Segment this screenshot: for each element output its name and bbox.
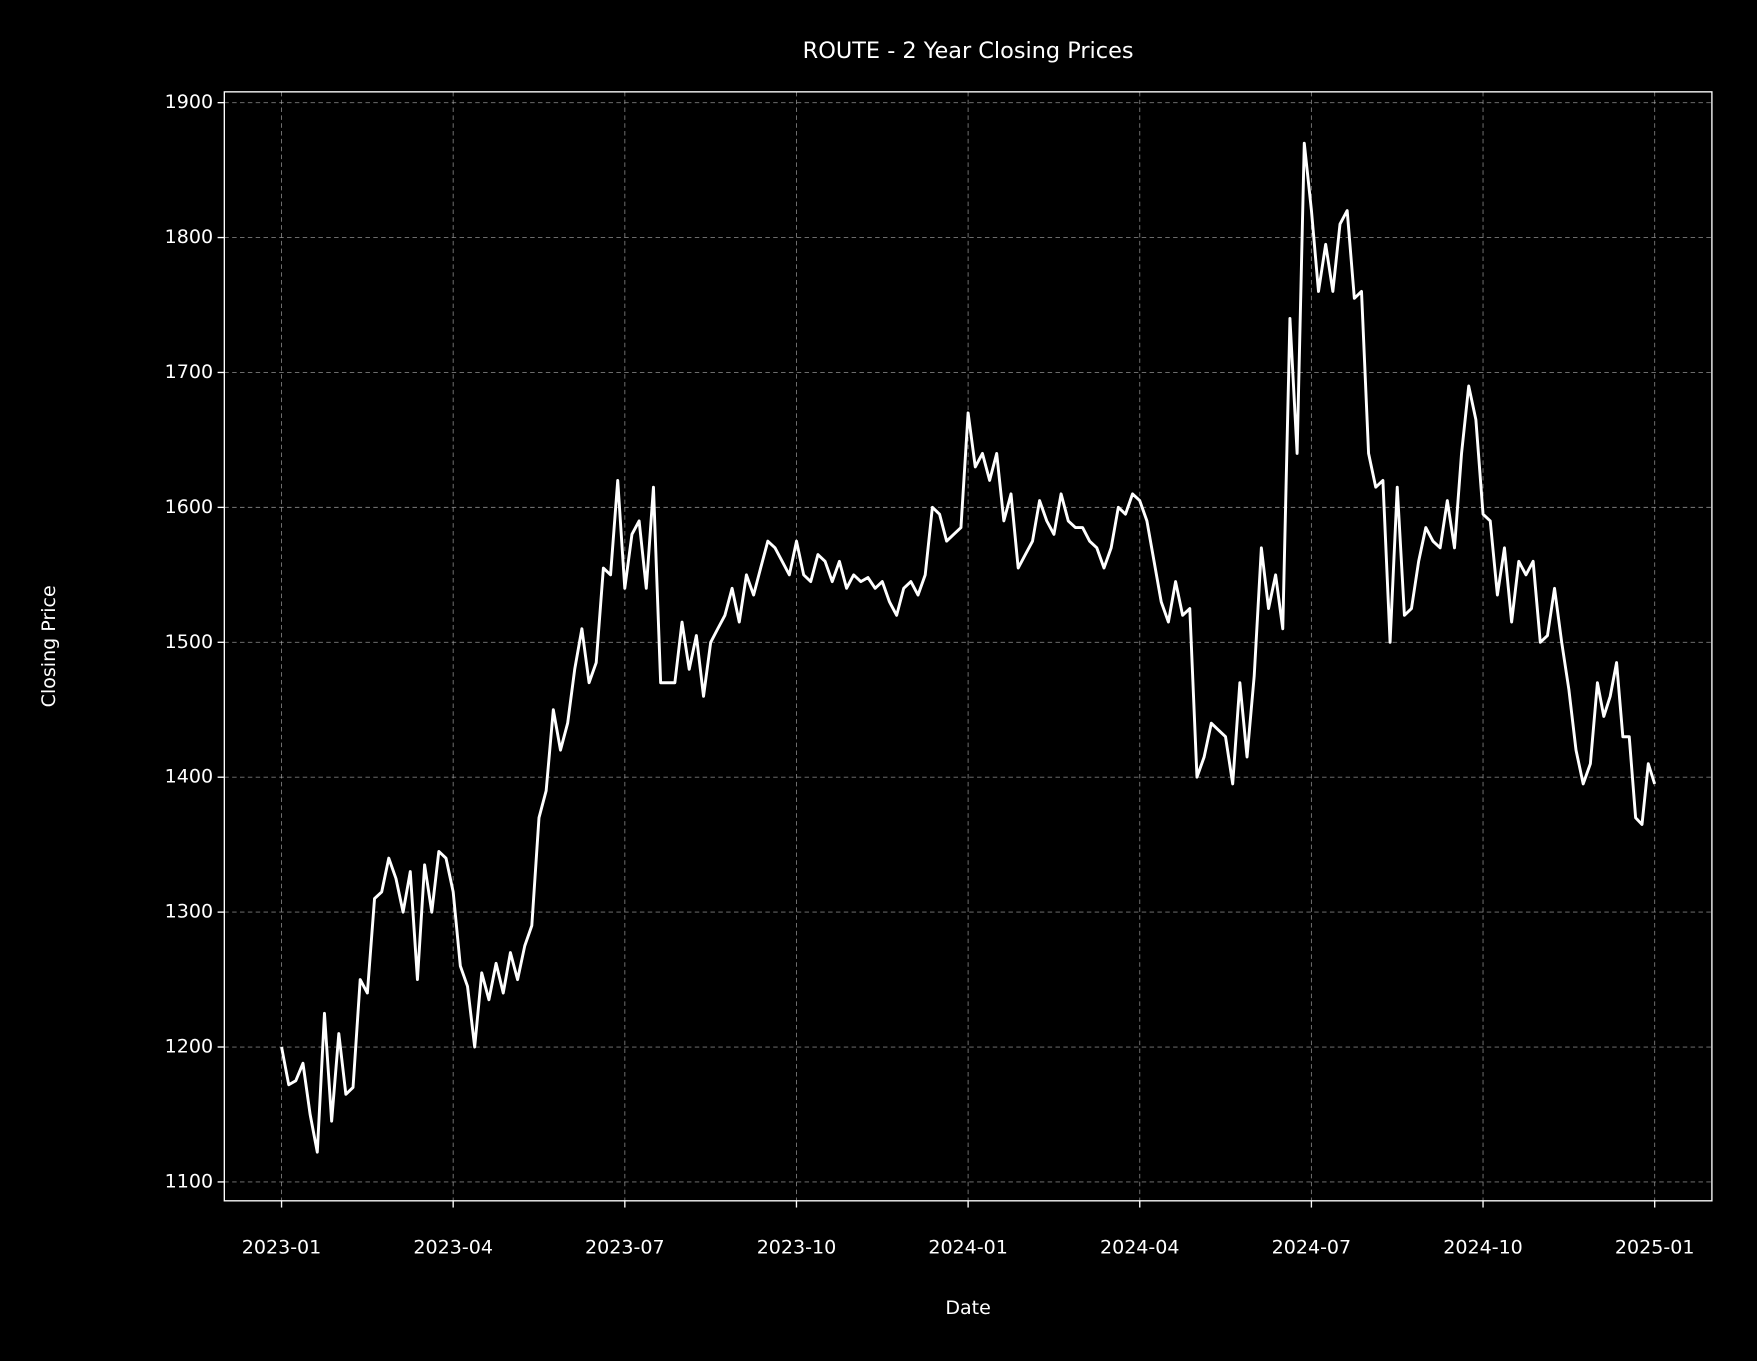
x-tick-label: 2024-04 xyxy=(1100,1236,1180,1258)
chart-title: ROUTE - 2 Year Closing Prices xyxy=(803,38,1134,64)
y-tick-label: 1200 xyxy=(165,1036,213,1058)
y-tick-label: 1500 xyxy=(165,631,213,653)
y-tick-label: 1100 xyxy=(165,1170,213,1192)
y-tick-label: 1900 xyxy=(165,91,213,113)
y-tick-label: 1300 xyxy=(165,901,213,923)
y-tick-label: 1700 xyxy=(165,361,213,383)
x-tick-label: 2023-04 xyxy=(413,1236,493,1258)
x-axis-label: Date xyxy=(945,1297,991,1319)
price-line xyxy=(280,141,1657,1154)
plot-frame xyxy=(223,91,1713,1202)
x-tick-label: 2023-07 xyxy=(585,1236,665,1258)
x-tick-label: 2024-01 xyxy=(928,1236,1008,1258)
x-tick-label: 2025-01 xyxy=(1615,1236,1695,1258)
x-tick-label: 2023-10 xyxy=(757,1236,837,1258)
y-tick-label: 1400 xyxy=(165,766,213,788)
y-tick-label: 1600 xyxy=(165,496,213,518)
x-tick-label: 2023-01 xyxy=(242,1236,322,1258)
y-axis-label: Closing Price xyxy=(38,585,60,707)
x-tick-label: 2024-10 xyxy=(1443,1236,1523,1258)
y-tick-label: 1800 xyxy=(165,226,213,248)
x-tick-label: 2024-07 xyxy=(1272,1236,1352,1258)
